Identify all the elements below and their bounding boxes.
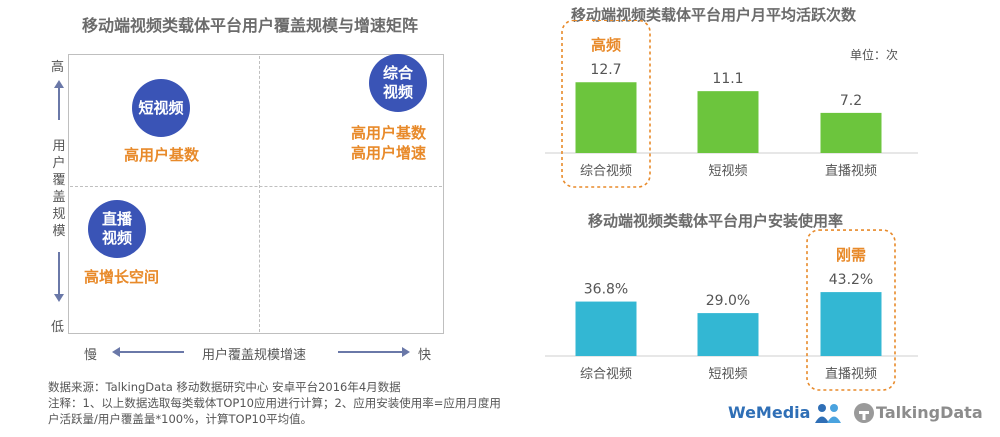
- chart2-category-label-2: 直播视频: [825, 367, 877, 382]
- chart1-unit: 单位：次: [850, 48, 899, 62]
- y-axis-label: 用户覆盖规模: [52, 139, 66, 239]
- note-line-1: 注释：1、以上数据选取每类载体TOP10应用进行计算；2、应用安装使用率=应用月…: [48, 396, 501, 410]
- chart1-highlight-frame: [561, 20, 651, 188]
- chart2-bar-0: [575, 301, 637, 356]
- chart1-bar-0: [575, 82, 637, 153]
- chart1-title: 移动端视频类载体平台用户月平均活跃次数: [571, 6, 857, 24]
- chart2-value-label-0: 36.8%: [584, 282, 628, 298]
- chart1-value-label-2: 7.2: [840, 93, 862, 109]
- note-line-2: 户活跃量/用户覆盖量*100%，计算TOP10平均值。: [48, 412, 313, 426]
- chart2-bar-1: [697, 313, 759, 356]
- chart1-value-label-0: 12.7: [590, 62, 621, 78]
- x-axis-left-arrow: [112, 347, 184, 357]
- bubble-short-video: 短视频: [132, 79, 190, 137]
- chart1-bar-1: [697, 91, 759, 153]
- x-axis-fast-label: 快: [418, 348, 432, 363]
- chart1-highlight-label: 高频: [591, 36, 621, 54]
- chart2-bar-2: [820, 292, 882, 356]
- y-axis-low-label: 低: [51, 320, 65, 335]
- chart1-category-label-1: 短视频: [708, 164, 747, 179]
- source-note: 数据来源：TalkingData 移动数据研究中心 安卓平台2016年4月数据: [48, 380, 401, 394]
- bubble-live-video: 直播 视频: [88, 200, 146, 258]
- wemedia-people-icon: [815, 404, 841, 423]
- general-video-desc-2: 高用户增速: [351, 144, 427, 162]
- matrix-frame: [68, 54, 444, 334]
- chart2-highlight-label: 刚需: [836, 246, 866, 264]
- chart2-value-label-2: 43.2%: [829, 272, 873, 288]
- chart2-category-label-1: 短视频: [708, 367, 747, 382]
- chart1-category-label-2: 直播视频: [825, 164, 877, 179]
- chart2-title: 移动端视频类载体平台用户安装使用率: [588, 212, 844, 230]
- x-axis-label: 用户覆盖规模增速: [202, 348, 307, 363]
- chart2-highlight-frame: [806, 229, 896, 391]
- x-axis-right-arrow: [338, 347, 410, 357]
- chart1-plot: 12.7 综合视频 高频 11.1 短视频 7.2 直播视频: [545, 20, 918, 188]
- bubble-general-video: 综合 视频: [369, 54, 427, 112]
- general-video-desc-1: 高用户基数: [351, 124, 427, 142]
- chart1-value-label-1: 11.1: [712, 71, 743, 87]
- short-video-desc: 高用户基数: [124, 146, 200, 164]
- y-axis-up-arrow: [54, 80, 64, 120]
- chart2-category-label-0: 综合视频: [580, 367, 632, 382]
- chart1-bar-2: [820, 112, 882, 153]
- wemedia-logo: WeMedia: [728, 403, 811, 422]
- y-axis-high-label: 高: [51, 60, 65, 75]
- live-video-desc: 高增长空间: [84, 268, 160, 286]
- y-axis-down-arrow: [54, 252, 64, 302]
- chart2-value-label-1: 29.0%: [706, 293, 750, 309]
- chart1-category-label-0: 综合视频: [580, 164, 632, 179]
- matrix-vertical-divider: [259, 56, 260, 332]
- x-axis-slow-label: 慢: [84, 348, 98, 363]
- talkingdata-logo: TalkingData: [876, 403, 983, 422]
- matrix-title: 移动端视频类载体平台用户覆盖规模与增速矩阵: [82, 16, 419, 35]
- matrix-horizontal-divider: [70, 186, 442, 187]
- talkingdata-logo-icon: [854, 403, 874, 423]
- chart2-plot: 36.8% 综合视频 29.0% 短视频 43.2% 直播视频 刚需: [545, 229, 918, 391]
